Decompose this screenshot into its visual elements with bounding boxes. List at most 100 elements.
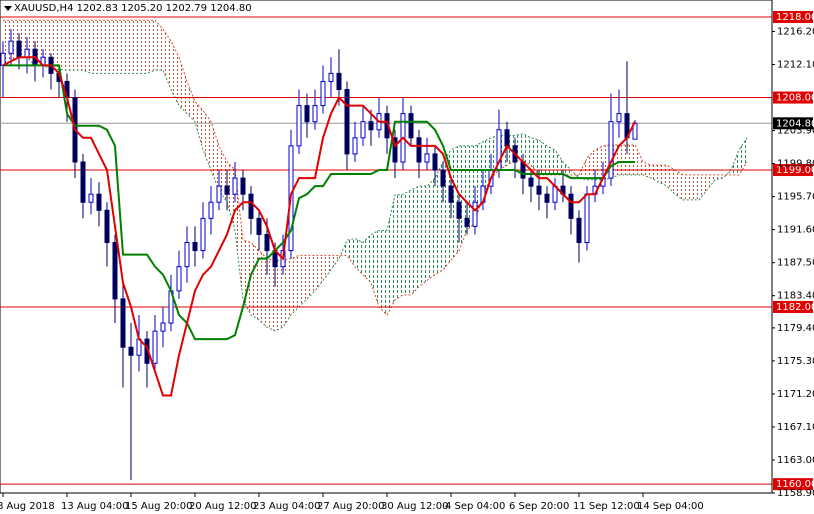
candle-body [536,185,542,195]
cloud-segment [275,260,283,332]
x-tick-label: 14 Sep 04:00 [637,501,704,512]
x-tick-label: 11 Sep 12:00 [573,501,640,512]
cloud-segment [91,20,99,74]
candle-body [248,193,254,219]
x-tick-label: 15 Aug 20:00 [125,501,192,512]
candle-body [304,105,310,123]
candle-body [312,105,318,123]
level-label-box [773,10,813,23]
cloud-segment [363,234,371,283]
level-label: 1208.00 [776,93,814,104]
candle-body [256,217,262,235]
cloud-segment [403,190,411,295]
x-tick-label: 20 Aug 12:00 [189,501,256,512]
cloud-segment [387,194,395,316]
candle-body [200,217,206,252]
cloud-segment [707,174,715,191]
cloud-segment [675,170,683,200]
y-tick-label: 1203.90 [777,126,814,137]
cloud-segment [59,20,67,71]
cloud-segment [531,137,539,175]
candle-body [392,137,398,163]
span-b-line [3,19,748,316]
candle-body [80,161,86,203]
y-tick-label: 1171.20 [777,389,814,400]
x-tick-label: 4 Sep 04:00 [445,501,505,512]
candle-body [456,201,462,219]
x-tick-label: 30 Aug 12:00 [381,501,448,512]
candle-body [240,177,246,195]
candle-body [96,193,102,211]
candle-body [408,113,414,139]
cloud-segment [635,145,643,175]
cloud-segment [691,174,699,200]
level-label-box [773,300,813,313]
cloud-segment [683,174,691,200]
candle-body [608,121,614,179]
candle-body [576,217,582,244]
cloud-segment [347,238,355,267]
candle-body [104,209,110,244]
candle-body [544,193,550,203]
cloud-segment [739,137,747,175]
y-tick-label: 1212.10 [777,60,814,71]
y-tick-label: 1195.70 [777,192,814,203]
candle-body [464,217,470,227]
cloud-segment [75,20,83,71]
candle-body [368,121,374,131]
cloud-segment [259,250,267,328]
candle-body [440,169,446,187]
cloud-segment [107,20,115,74]
candle-body [232,177,238,195]
candle-body [352,137,358,155]
cloud-segment [99,20,107,74]
cloud-segment [123,20,131,74]
cloud-segment [291,255,299,316]
y-tick-label: 1179.40 [777,323,814,334]
cloud-segment [115,20,123,74]
chart-title: XAUUSD,H4 1202.83 1205.20 1202.79 1204.8… [14,3,252,14]
kijun-line [3,64,635,341]
cloud-segment [147,20,155,74]
candle-body [112,242,118,300]
cloud-segment [355,238,363,275]
candle-body [120,298,126,348]
candle-body [336,72,342,90]
cloud-segment [651,165,659,183]
cloud-segment [627,145,635,175]
candle-body [344,88,350,155]
cloud-segment [587,149,595,180]
level-label: 1160.00 [776,479,814,490]
x-tick-label: 23 Aug 04:00 [253,501,320,512]
y-tick-label: 1167.10 [777,422,814,433]
candle-body [152,330,158,364]
candle-body [192,242,198,252]
candle-body [528,177,534,187]
cloud-segment [195,101,203,150]
cloud-segment [299,255,307,307]
cloud-segment [595,145,603,180]
y-tick-label: 1163.00 [777,455,814,466]
cloud-segment [451,145,459,261]
candle-body [16,40,22,58]
candle-body [264,233,270,252]
candle-body [296,105,302,147]
cloud-segment [179,57,187,114]
candle-body [584,193,590,244]
cloud-segment [67,20,75,71]
cloud-segment [307,255,315,299]
candle-body [8,40,14,54]
cloud-segment [251,242,259,320]
candle-body [176,266,182,292]
cloud-segment [155,20,163,71]
cloud-segment [203,110,211,171]
candle-body [24,48,30,58]
cloud-segment [131,20,139,74]
price-label-box [773,117,813,130]
x-tick-label: 13 Aug 04:00 [61,501,128,512]
cloud-segment [523,133,531,166]
cloud-segment [339,240,347,259]
candle-body [216,185,222,203]
candle-body [360,121,366,139]
candle-body [328,72,334,82]
